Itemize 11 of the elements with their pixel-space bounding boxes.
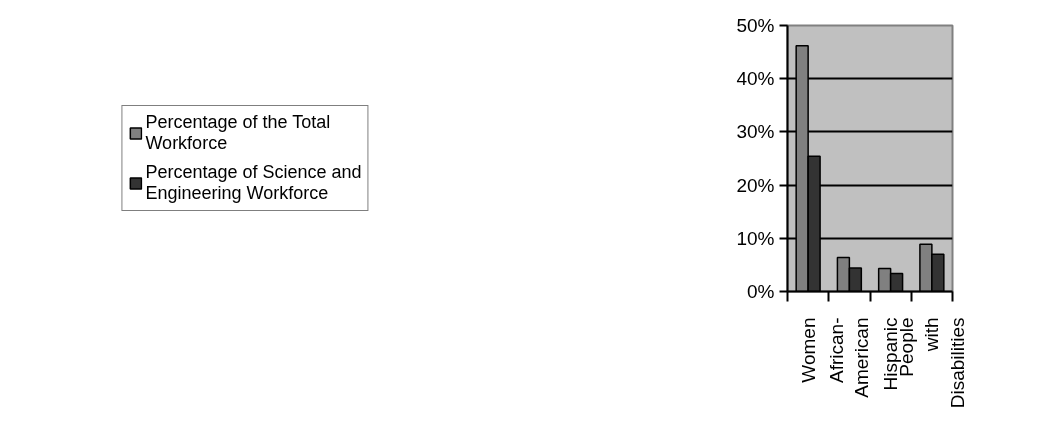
x-tick-label: Women xyxy=(797,317,819,383)
y-tick-label: 0% xyxy=(747,281,775,302)
legend-label: Percentage of the Total Workforce xyxy=(145,112,331,154)
y-tick-label: 20% xyxy=(736,174,775,196)
y-tick-label: 50% xyxy=(736,15,775,36)
y-tick-label: 10% xyxy=(736,227,775,249)
y-tick-label: 40% xyxy=(736,68,775,90)
x-tick-label: African-American xyxy=(826,317,873,398)
y-tick-label: 30% xyxy=(736,121,775,143)
legend-label: Percentage of Science and Engineering Workforce xyxy=(145,162,362,204)
x-tick-label: Hispanic xyxy=(880,317,902,391)
